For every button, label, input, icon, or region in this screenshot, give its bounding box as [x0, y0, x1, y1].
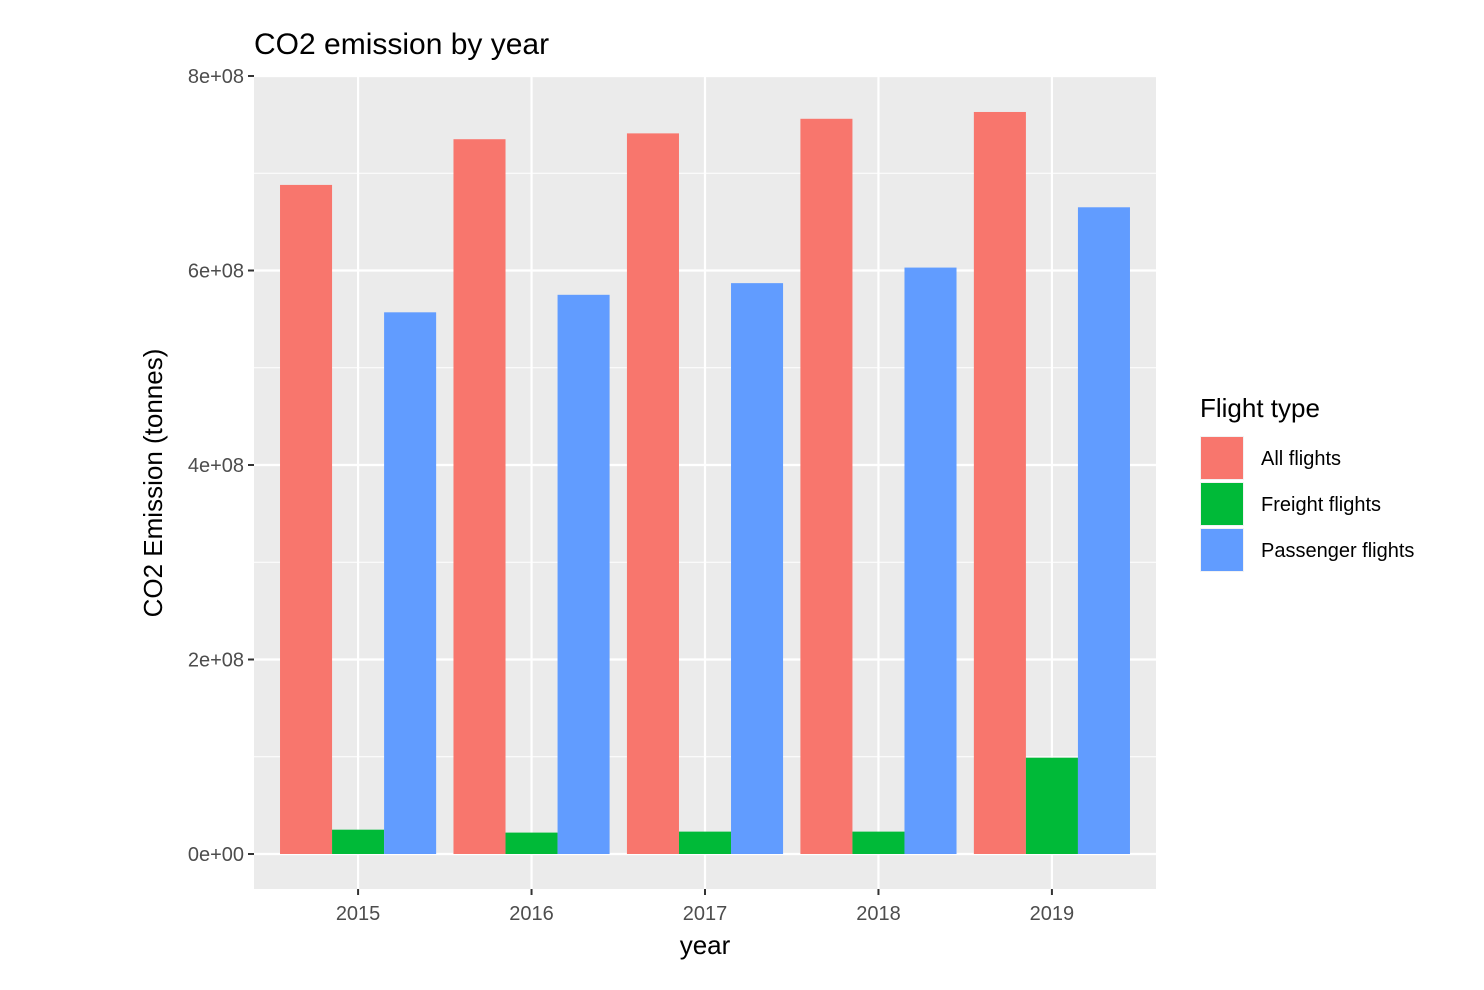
legend-label: All flights — [1261, 448, 1341, 470]
bar-all-flights-2018 — [800, 118, 853, 854]
chart-title: CO2 emission by year — [254, 28, 549, 61]
y-tick-label: 4e+08 — [188, 455, 244, 477]
bars — [280, 111, 1130, 854]
bar-passenger-flights-2018 — [904, 267, 957, 854]
x-tick-label: 2015 — [336, 903, 381, 925]
bar-freight-flights-2018 — [852, 831, 905, 854]
x-axis: 2015 2016 2017 2018 2019 — [336, 889, 1074, 925]
legend-key-swatch — [1201, 529, 1243, 571]
bar-freight-flights-2015 — [332, 829, 385, 854]
x-tick-label: 2019 — [1030, 903, 1075, 925]
y-tick-label: 0e+00 — [188, 844, 244, 866]
y-tick-label: 6e+08 — [188, 260, 244, 282]
y-tick-label: 2e+08 — [188, 649, 244, 671]
x-tick-label: 2017 — [683, 903, 728, 925]
bar-freight-flights-2017 — [678, 831, 732, 854]
bar-passenger-flights-2016 — [557, 294, 610, 854]
y-tick-label: 8e+08 — [188, 66, 244, 88]
bar-passenger-flights-2017 — [731, 283, 784, 854]
legend-key-swatch — [1201, 437, 1243, 479]
legend-key-swatch — [1201, 483, 1243, 525]
bar-all-flights-2016 — [453, 139, 506, 854]
x-tick-label: 2018 — [856, 903, 901, 925]
bar-passenger-flights-2015 — [384, 312, 437, 854]
y-axis-title: CO2 Emission (tonnes) — [138, 349, 168, 618]
legend: Flight type All flights Freight flights Pa… — [1200, 393, 1414, 572]
x-tick-label: 2016 — [509, 903, 554, 925]
bar-freight-flights-2019 — [1025, 757, 1078, 854]
bar-all-flights-2019 — [973, 111, 1026, 854]
y-axis: 0e+00 2e+08 4e+08 6e+08 8e+08 — [188, 66, 254, 866]
legend-title: Flight type — [1200, 393, 1320, 423]
bar-freight-flights-2016 — [505, 832, 558, 854]
bar-passenger-flights-2019 — [1077, 207, 1130, 854]
bar-all-flights-2015 — [280, 184, 333, 854]
legend-label: Freight flights — [1261, 494, 1381, 516]
x-axis-title: year — [680, 930, 731, 960]
bar-all-flights-2017 — [626, 133, 679, 854]
legend-label: Passenger flights — [1261, 540, 1414, 562]
